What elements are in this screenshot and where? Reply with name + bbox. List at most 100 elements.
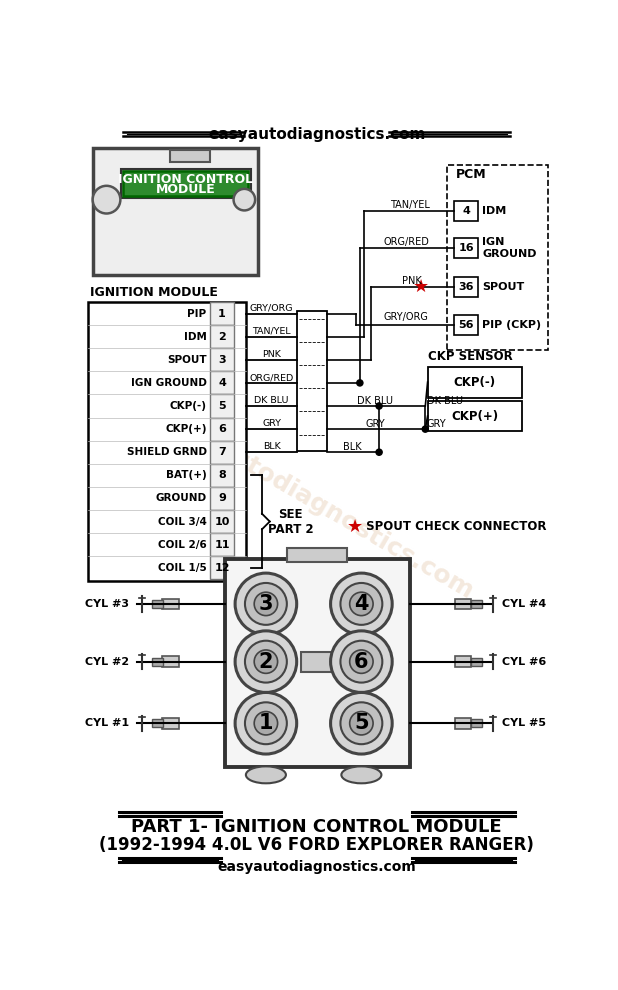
Bar: [210, 441, 234, 463]
Text: IGNITION MODULE: IGNITION MODULE: [90, 286, 218, 299]
Bar: [428, 401, 522, 432]
Circle shape: [235, 573, 297, 635]
Bar: [287, 547, 347, 561]
Text: 9: 9: [218, 493, 226, 503]
Circle shape: [235, 692, 297, 754]
Bar: [471, 720, 481, 727]
Text: BLK: BLK: [343, 442, 362, 451]
Bar: [455, 599, 472, 609]
Text: PNK: PNK: [402, 275, 421, 285]
Bar: [210, 510, 234, 533]
Text: 6: 6: [354, 651, 368, 671]
Text: IGN GROUND: IGN GROUND: [131, 378, 206, 388]
Text: easyautodiagnostics.com: easyautodiagnostics.com: [156, 404, 478, 604]
Bar: [455, 656, 472, 667]
Text: MODULE: MODULE: [156, 183, 216, 196]
Text: GROUND: GROUND: [156, 493, 206, 503]
Bar: [225, 559, 410, 767]
Circle shape: [245, 702, 287, 744]
Bar: [170, 149, 210, 162]
Circle shape: [350, 650, 373, 673]
Circle shape: [331, 692, 392, 754]
Text: TAN/YEL: TAN/YEL: [252, 327, 291, 336]
Text: 1: 1: [259, 713, 273, 734]
Text: DK BLU: DK BLU: [255, 396, 289, 405]
Text: GRY/ORG: GRY/ORG: [384, 313, 428, 323]
Text: COIL 2/6: COIL 2/6: [158, 540, 206, 549]
Circle shape: [245, 583, 287, 625]
Text: SPOUT CHECK CONNECTOR: SPOUT CHECK CONNECTOR: [362, 521, 547, 534]
Text: 5: 5: [218, 401, 226, 411]
Text: PART 1- IGNITION CONTROL MODULE: PART 1- IGNITION CONTROL MODULE: [132, 818, 502, 837]
Text: SHIELD GRND: SHIELD GRND: [127, 447, 206, 457]
Circle shape: [376, 403, 382, 409]
Text: CYL #1: CYL #1: [85, 719, 129, 729]
Text: 8: 8: [218, 470, 226, 480]
Text: 5: 5: [354, 713, 369, 734]
Bar: [152, 657, 163, 665]
Circle shape: [93, 186, 121, 214]
Text: SEE
PART 2: SEE PART 2: [268, 508, 313, 536]
Text: CYL #5: CYL #5: [502, 719, 546, 729]
Circle shape: [331, 631, 392, 692]
Text: TAN/YEL: TAN/YEL: [390, 200, 430, 210]
Text: CYL #6: CYL #6: [502, 656, 546, 666]
Text: 2: 2: [259, 651, 273, 671]
Text: 56: 56: [459, 320, 474, 330]
Circle shape: [357, 380, 363, 386]
Text: 12: 12: [214, 562, 230, 572]
Circle shape: [235, 631, 297, 692]
Bar: [454, 201, 478, 221]
Circle shape: [350, 592, 373, 616]
Text: SPOUT: SPOUT: [482, 282, 525, 292]
Circle shape: [341, 583, 383, 625]
Text: PCM: PCM: [456, 167, 487, 181]
Text: CKP(-): CKP(-): [169, 401, 206, 411]
Circle shape: [245, 641, 287, 682]
Text: PNK: PNK: [262, 349, 281, 359]
Text: DK BLU: DK BLU: [427, 396, 463, 406]
Circle shape: [341, 641, 383, 682]
Text: CYL #4: CYL #4: [502, 599, 546, 609]
Text: BAT(+): BAT(+): [166, 470, 206, 480]
Text: 1: 1: [218, 309, 226, 319]
Text: CKP(+): CKP(+): [451, 410, 498, 423]
Text: PIP (CKP): PIP (CKP): [482, 320, 541, 330]
Text: 10: 10: [214, 517, 230, 527]
Bar: [121, 169, 250, 198]
Text: GRY: GRY: [365, 419, 385, 429]
Text: ★: ★: [413, 277, 429, 296]
Text: CKP(+): CKP(+): [165, 424, 206, 434]
Bar: [210, 463, 234, 487]
Bar: [88, 302, 246, 581]
Text: CKP SENSOR: CKP SENSOR: [428, 350, 512, 363]
Bar: [471, 657, 481, 665]
Circle shape: [254, 712, 277, 735]
Text: easyautodiagnostics.com: easyautodiagnostics.com: [208, 127, 425, 142]
Text: PIP: PIP: [187, 309, 206, 319]
Text: 3: 3: [259, 594, 273, 614]
Bar: [455, 718, 472, 729]
Bar: [210, 325, 234, 348]
Bar: [152, 600, 163, 608]
Bar: [124, 171, 248, 196]
Text: 4: 4: [218, 378, 226, 388]
Bar: [447, 165, 549, 349]
Text: 4: 4: [462, 206, 470, 216]
Text: IGN
GROUND: IGN GROUND: [482, 238, 537, 259]
Bar: [210, 487, 234, 510]
Bar: [210, 371, 234, 394]
Text: 6: 6: [218, 424, 226, 434]
Circle shape: [376, 449, 382, 455]
Text: SPOUT: SPOUT: [167, 354, 206, 364]
Circle shape: [254, 592, 277, 616]
Text: 3: 3: [218, 354, 226, 364]
Text: COIL 1/5: COIL 1/5: [158, 562, 206, 572]
Text: IDM: IDM: [482, 206, 507, 216]
Bar: [454, 276, 478, 297]
Text: ORG/RED: ORG/RED: [383, 237, 429, 247]
Text: 36: 36: [459, 282, 474, 292]
Text: ★: ★: [347, 518, 363, 536]
Text: 16: 16: [459, 244, 474, 253]
Bar: [210, 533, 234, 556]
